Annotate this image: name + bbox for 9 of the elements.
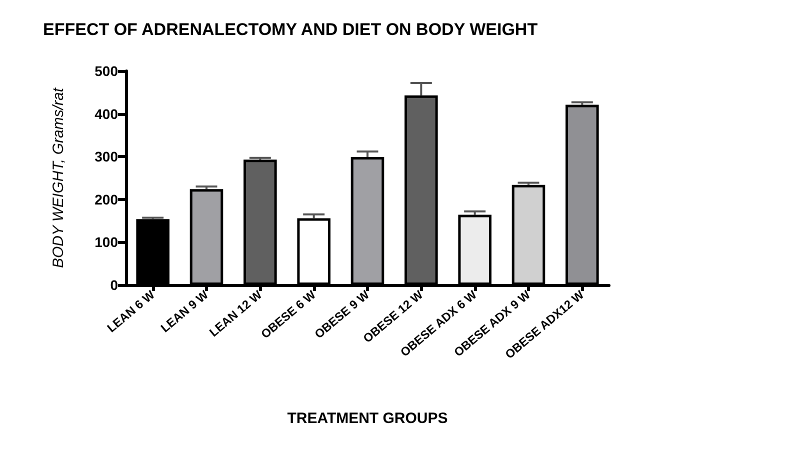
y-axis-title: BODY WEIGHT, Grams/rat: [50, 87, 67, 268]
y-tick-label: 200: [94, 191, 118, 208]
chart-title: EFFECT OF ADRENALECTOMY AND DIET ON BODY WEIGHT: [43, 20, 538, 39]
y-tick-label: 400: [94, 106, 118, 122]
y-tick-label: 0: [110, 277, 118, 293]
y-tick-label: 500: [94, 63, 118, 79]
x-axis-title: TREATMENT GROUPS: [287, 410, 448, 427]
y-tick-label: 300: [94, 148, 118, 165]
y-tick-label: 100: [94, 234, 118, 250]
